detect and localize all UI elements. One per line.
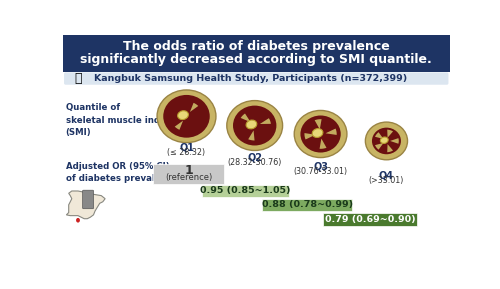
FancyBboxPatch shape [262,199,352,211]
FancyBboxPatch shape [64,73,448,85]
FancyBboxPatch shape [323,212,418,226]
FancyBboxPatch shape [202,185,289,197]
Text: 0.79 (0.69~0.90): 0.79 (0.69~0.90) [325,215,416,224]
Ellipse shape [246,120,257,129]
FancyBboxPatch shape [82,190,94,209]
Ellipse shape [294,110,347,158]
Polygon shape [390,138,399,144]
FancyBboxPatch shape [62,35,450,73]
Polygon shape [320,139,326,149]
Text: Q1: Q1 [179,142,194,152]
Ellipse shape [312,129,323,137]
Text: Q3: Q3 [313,161,328,171]
Text: 1: 1 [184,164,193,177]
Ellipse shape [380,137,388,143]
Text: 0.88 (0.78~0.99): 0.88 (0.78~0.99) [262,200,353,209]
Text: (>33.01): (>33.01) [369,177,404,186]
Text: Kangbuk Samsung Health Study, Participants (n=372,399): Kangbuk Samsung Health Study, Participan… [94,74,407,83]
Polygon shape [326,129,336,135]
Polygon shape [387,144,393,152]
Text: 0.95 (0.85~1.05): 0.95 (0.85~1.05) [200,186,290,195]
Text: 👥: 👥 [74,72,82,85]
Text: (reference): (reference) [165,173,212,182]
Text: significantly decreased according to SMI quantile.: significantly decreased according to SMI… [80,53,432,66]
Ellipse shape [178,111,188,120]
Polygon shape [260,118,271,124]
Ellipse shape [227,101,282,151]
Polygon shape [375,143,384,150]
Ellipse shape [163,95,210,138]
Polygon shape [240,114,250,122]
Polygon shape [375,132,384,139]
Ellipse shape [157,90,216,143]
Text: Adjusted OR (95% CI)
of diabetes prevalence: Adjusted OR (95% CI) of diabetes prevale… [66,162,178,183]
Text: Quantile of
skeletal muscle index
(SMI): Quantile of skeletal muscle index (SMI) [66,103,171,137]
Text: The odds ratio of diabetes prevalence: The odds ratio of diabetes prevalence [123,40,390,53]
Polygon shape [174,121,183,130]
Text: (28.32-30.76): (28.32-30.76) [228,158,282,167]
Text: Q2: Q2 [247,152,262,162]
Ellipse shape [372,128,401,154]
Ellipse shape [76,218,80,223]
Polygon shape [190,103,198,112]
Ellipse shape [366,122,408,160]
Text: Q4: Q4 [379,171,394,181]
Polygon shape [387,130,393,138]
FancyBboxPatch shape [153,164,224,184]
Polygon shape [248,130,254,140]
Polygon shape [66,191,105,219]
Text: (30.76-33.01): (30.76-33.01) [294,167,348,176]
Polygon shape [314,119,322,129]
Polygon shape [304,133,316,140]
Ellipse shape [233,105,276,145]
Text: (≤ 28.32): (≤ 28.32) [168,148,205,157]
Ellipse shape [300,116,341,153]
